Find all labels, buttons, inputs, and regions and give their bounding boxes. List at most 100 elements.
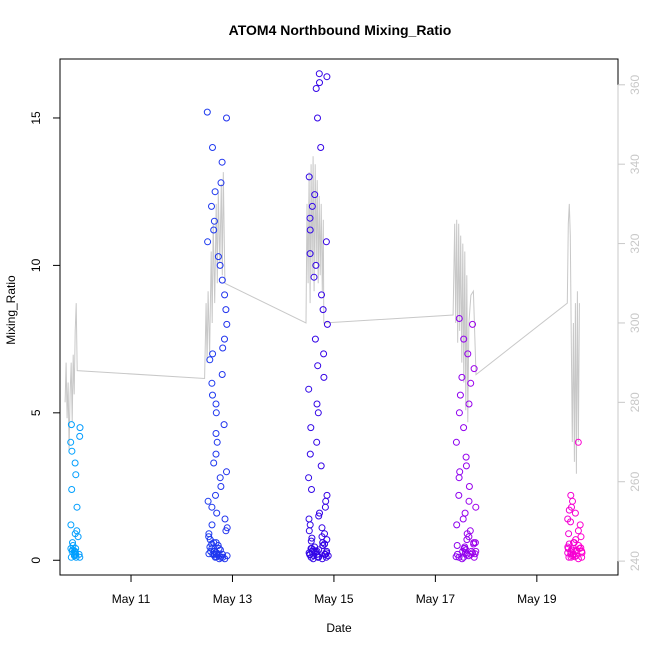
y-right-tick-label: 260 (628, 471, 642, 491)
plot-frame (59, 58, 619, 576)
data-point (68, 447, 76, 455)
data-point (221, 291, 229, 299)
axes-layer: May 11 May 13 May 15 May 17 May 19 0 5 10 15 240 2… (29, 74, 642, 606)
data-point (565, 506, 573, 514)
data-point (221, 515, 229, 523)
data-point (220, 421, 228, 429)
data-point (464, 350, 472, 358)
data-point (578, 549, 586, 557)
data-point (458, 373, 466, 381)
data-point (67, 421, 75, 429)
data-point (73, 503, 81, 511)
data-points-layer (67, 70, 586, 563)
data-point (210, 459, 218, 467)
data-point (210, 226, 218, 234)
data-point (313, 400, 321, 408)
data-point (322, 238, 330, 246)
data-point (320, 373, 328, 381)
x-tick-label: May 19 (517, 592, 557, 606)
data-point (209, 350, 217, 358)
data-point (214, 253, 222, 261)
data-point (322, 553, 330, 561)
data-point (212, 491, 219, 499)
data-point (216, 474, 224, 482)
data-point (76, 432, 84, 440)
data-point (311, 335, 319, 343)
data-point (318, 524, 326, 532)
data-point (306, 250, 314, 258)
data-point (311, 191, 319, 199)
y-tick-label: 5 (29, 409, 43, 416)
data-point (221, 555, 229, 563)
data-point (321, 530, 328, 538)
data-point (567, 491, 575, 499)
data-point (472, 503, 480, 511)
data-point (212, 400, 220, 408)
data-point (469, 320, 476, 328)
data-point (462, 462, 470, 470)
data-point (67, 521, 75, 529)
data-point (465, 400, 473, 408)
y-right-tick-label: 340 (628, 154, 642, 174)
data-point (470, 365, 478, 373)
data-point (319, 306, 327, 314)
data-point (212, 539, 220, 547)
data-point (217, 483, 225, 490)
data-point (461, 509, 469, 517)
data-point (306, 214, 314, 222)
data-point (467, 379, 475, 387)
data-point (452, 438, 460, 446)
data-point (569, 497, 576, 505)
data-point (218, 371, 226, 378)
x-tick-label: May 11 (112, 592, 151, 606)
data-point (565, 530, 573, 538)
y-right-tick-label: 360 (628, 74, 642, 94)
data-point (463, 530, 471, 538)
data-point (305, 474, 313, 482)
data-point (213, 509, 221, 517)
data-point (455, 315, 463, 322)
data-point (219, 553, 227, 561)
data-point (318, 555, 326, 563)
y-right-tick-label: 300 (628, 313, 642, 333)
data-point (306, 521, 314, 529)
data-point (465, 483, 473, 490)
data-point (76, 424, 84, 432)
data-point (223, 468, 230, 476)
data-point (223, 320, 231, 328)
data-point (218, 158, 226, 166)
data-point (223, 524, 231, 532)
data-point (313, 438, 321, 446)
data-point (308, 486, 315, 493)
data-point (317, 144, 325, 151)
data-point (71, 530, 79, 538)
data-point (455, 491, 463, 499)
data-point (208, 540, 216, 548)
data-point (453, 521, 461, 529)
secondary-series-layer (64, 156, 580, 474)
data-point (307, 545, 315, 552)
data-point (222, 306, 230, 314)
chart-title: ATOM4 Northbound Mixing_Ratio (229, 22, 452, 38)
data-point (462, 453, 470, 461)
data-point (213, 549, 221, 557)
data-point (204, 497, 212, 505)
data-point (307, 424, 315, 432)
y-right-tick-label: 240 (628, 551, 642, 571)
data-point (565, 540, 573, 548)
data-point (323, 320, 331, 328)
data-point (313, 547, 321, 555)
data-point (308, 534, 316, 542)
data-point (70, 552, 78, 560)
data-point (217, 179, 225, 187)
data-point (568, 546, 575, 554)
data-point (211, 188, 219, 196)
data-point (209, 144, 216, 151)
data-point (306, 551, 314, 559)
data-point (456, 468, 464, 476)
data-point (67, 438, 75, 446)
data-point (212, 430, 220, 437)
data-point (307, 537, 315, 545)
data-point (208, 521, 216, 529)
